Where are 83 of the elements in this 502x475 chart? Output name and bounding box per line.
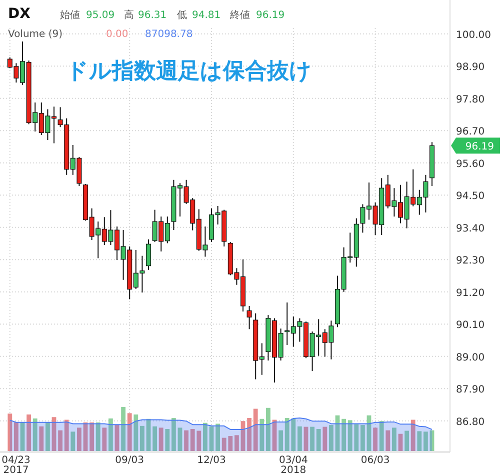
bar	[108, 418, 113, 451]
bar	[342, 418, 346, 451]
x-tick-label: 09/03	[115, 455, 144, 466]
bar	[26, 414, 31, 451]
bar	[322, 426, 328, 451]
bar	[58, 430, 62, 451]
annotation: 87098.78	[145, 29, 193, 40]
bar	[398, 434, 403, 451]
text: 96.31	[138, 10, 167, 21]
bar	[152, 426, 157, 451]
bar	[310, 426, 314, 451]
bar	[417, 431, 422, 451]
bar	[127, 413, 132, 451]
bar	[216, 424, 220, 451]
x-tick-label: 12/03	[197, 455, 226, 466]
bar	[266, 408, 270, 451]
bar	[14, 422, 18, 451]
price-tag: 96.19	[451, 138, 500, 154]
bar	[234, 435, 239, 451]
bar	[70, 432, 76, 451]
bar	[96, 422, 100, 451]
y-tick-label: 96.70	[456, 126, 485, 138]
text: 95.09	[86, 10, 115, 21]
bar	[90, 422, 94, 451]
bar	[140, 426, 144, 451]
text: 94.81	[192, 10, 221, 21]
y-tick-label: 97.80	[456, 94, 485, 106]
bar	[178, 428, 182, 451]
text: 96.19	[256, 10, 285, 21]
bar	[172, 418, 176, 451]
bar	[134, 414, 138, 451]
bar	[410, 420, 416, 451]
bar	[298, 426, 302, 451]
bar	[379, 421, 384, 451]
y-tick-label: 100.00	[456, 30, 491, 41]
y-tick-label: 93.40	[456, 223, 485, 234]
bar	[158, 428, 164, 451]
bar	[253, 408, 258, 451]
bar	[329, 425, 334, 451]
x-tick-label: 03/04 2018	[278, 455, 308, 475]
bar	[203, 422, 208, 451]
bar	[8, 414, 12, 451]
text: 高	[124, 9, 134, 21]
y-tick-label: 90.10	[456, 320, 485, 332]
bar	[278, 430, 283, 451]
bar	[360, 425, 365, 451]
bar	[64, 420, 69, 451]
bar	[316, 429, 321, 451]
y-tick-label: 89.00	[456, 352, 485, 364]
bar	[209, 426, 214, 451]
y-tick-label: 87.90	[456, 384, 485, 396]
text: DX	[8, 6, 31, 22]
y-tick-label: 92.30	[456, 256, 485, 267]
x-tick-label: 04/23 2017	[2, 455, 30, 475]
bar	[247, 418, 252, 451]
text: 低	[177, 10, 187, 21]
bar	[121, 407, 126, 451]
bar	[260, 418, 264, 451]
bar	[386, 430, 390, 451]
bar	[424, 432, 428, 451]
annotation: 0.00	[106, 29, 128, 40]
bar	[39, 426, 44, 451]
bar	[184, 430, 188, 451]
text: 始値	[60, 9, 80, 21]
bar	[392, 428, 396, 451]
x-tick-label: 06/03	[360, 455, 390, 466]
bar	[430, 430, 434, 451]
bar	[46, 422, 50, 451]
text: 終値	[229, 9, 250, 21]
y-tick-label: 95.60	[456, 158, 485, 170]
bar	[373, 428, 378, 451]
bar	[165, 429, 170, 451]
bar	[404, 430, 409, 451]
text: ドル指数週足は保合抜け	[66, 59, 312, 84]
bar	[32, 418, 38, 451]
y-tick-label: 91.20	[456, 288, 485, 299]
bar	[77, 428, 82, 451]
bar	[102, 428, 107, 451]
y-tick-label: 94.50	[456, 191, 485, 202]
annotation: Volume (9)	[8, 29, 63, 40]
bar	[304, 426, 308, 451]
y-tick-label: 86.80	[456, 416, 485, 428]
y-tick-label: 98.90	[456, 62, 485, 74]
